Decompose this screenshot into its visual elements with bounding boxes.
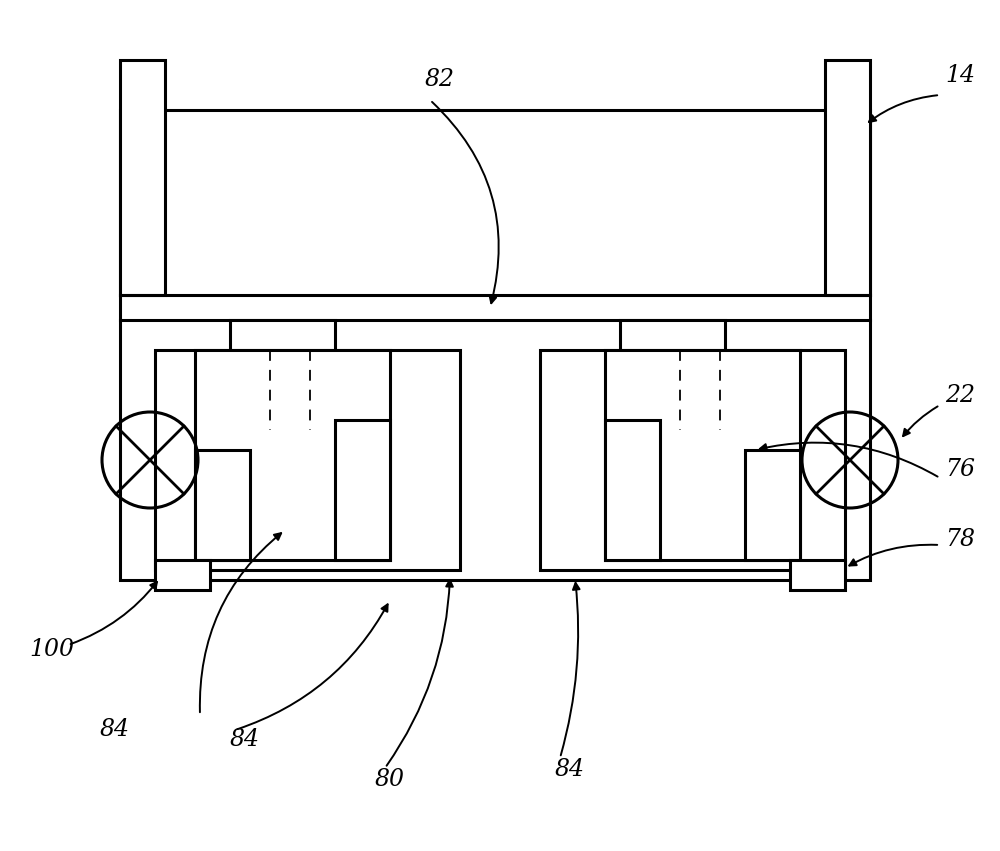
Text: 22: 22 xyxy=(945,384,975,407)
Bar xyxy=(195,450,250,560)
Text: 80: 80 xyxy=(375,768,405,791)
Text: 76: 76 xyxy=(945,459,975,482)
Bar xyxy=(825,60,870,295)
Bar xyxy=(540,350,845,570)
Bar xyxy=(605,420,660,560)
Bar xyxy=(620,320,725,350)
Bar xyxy=(195,350,390,560)
Text: 84: 84 xyxy=(555,758,585,781)
Text: 84: 84 xyxy=(100,718,130,741)
Bar xyxy=(155,560,210,590)
Text: 14: 14 xyxy=(945,64,975,87)
Bar xyxy=(230,320,335,350)
Bar xyxy=(335,420,390,560)
Bar xyxy=(120,60,165,295)
Bar xyxy=(120,110,870,580)
Bar xyxy=(155,350,460,570)
Bar xyxy=(745,450,800,560)
Text: 100: 100 xyxy=(30,638,74,661)
Text: 78: 78 xyxy=(945,528,975,551)
Text: 84: 84 xyxy=(230,728,260,751)
Bar xyxy=(790,560,845,590)
Text: 82: 82 xyxy=(425,68,455,92)
Bar xyxy=(605,350,800,560)
